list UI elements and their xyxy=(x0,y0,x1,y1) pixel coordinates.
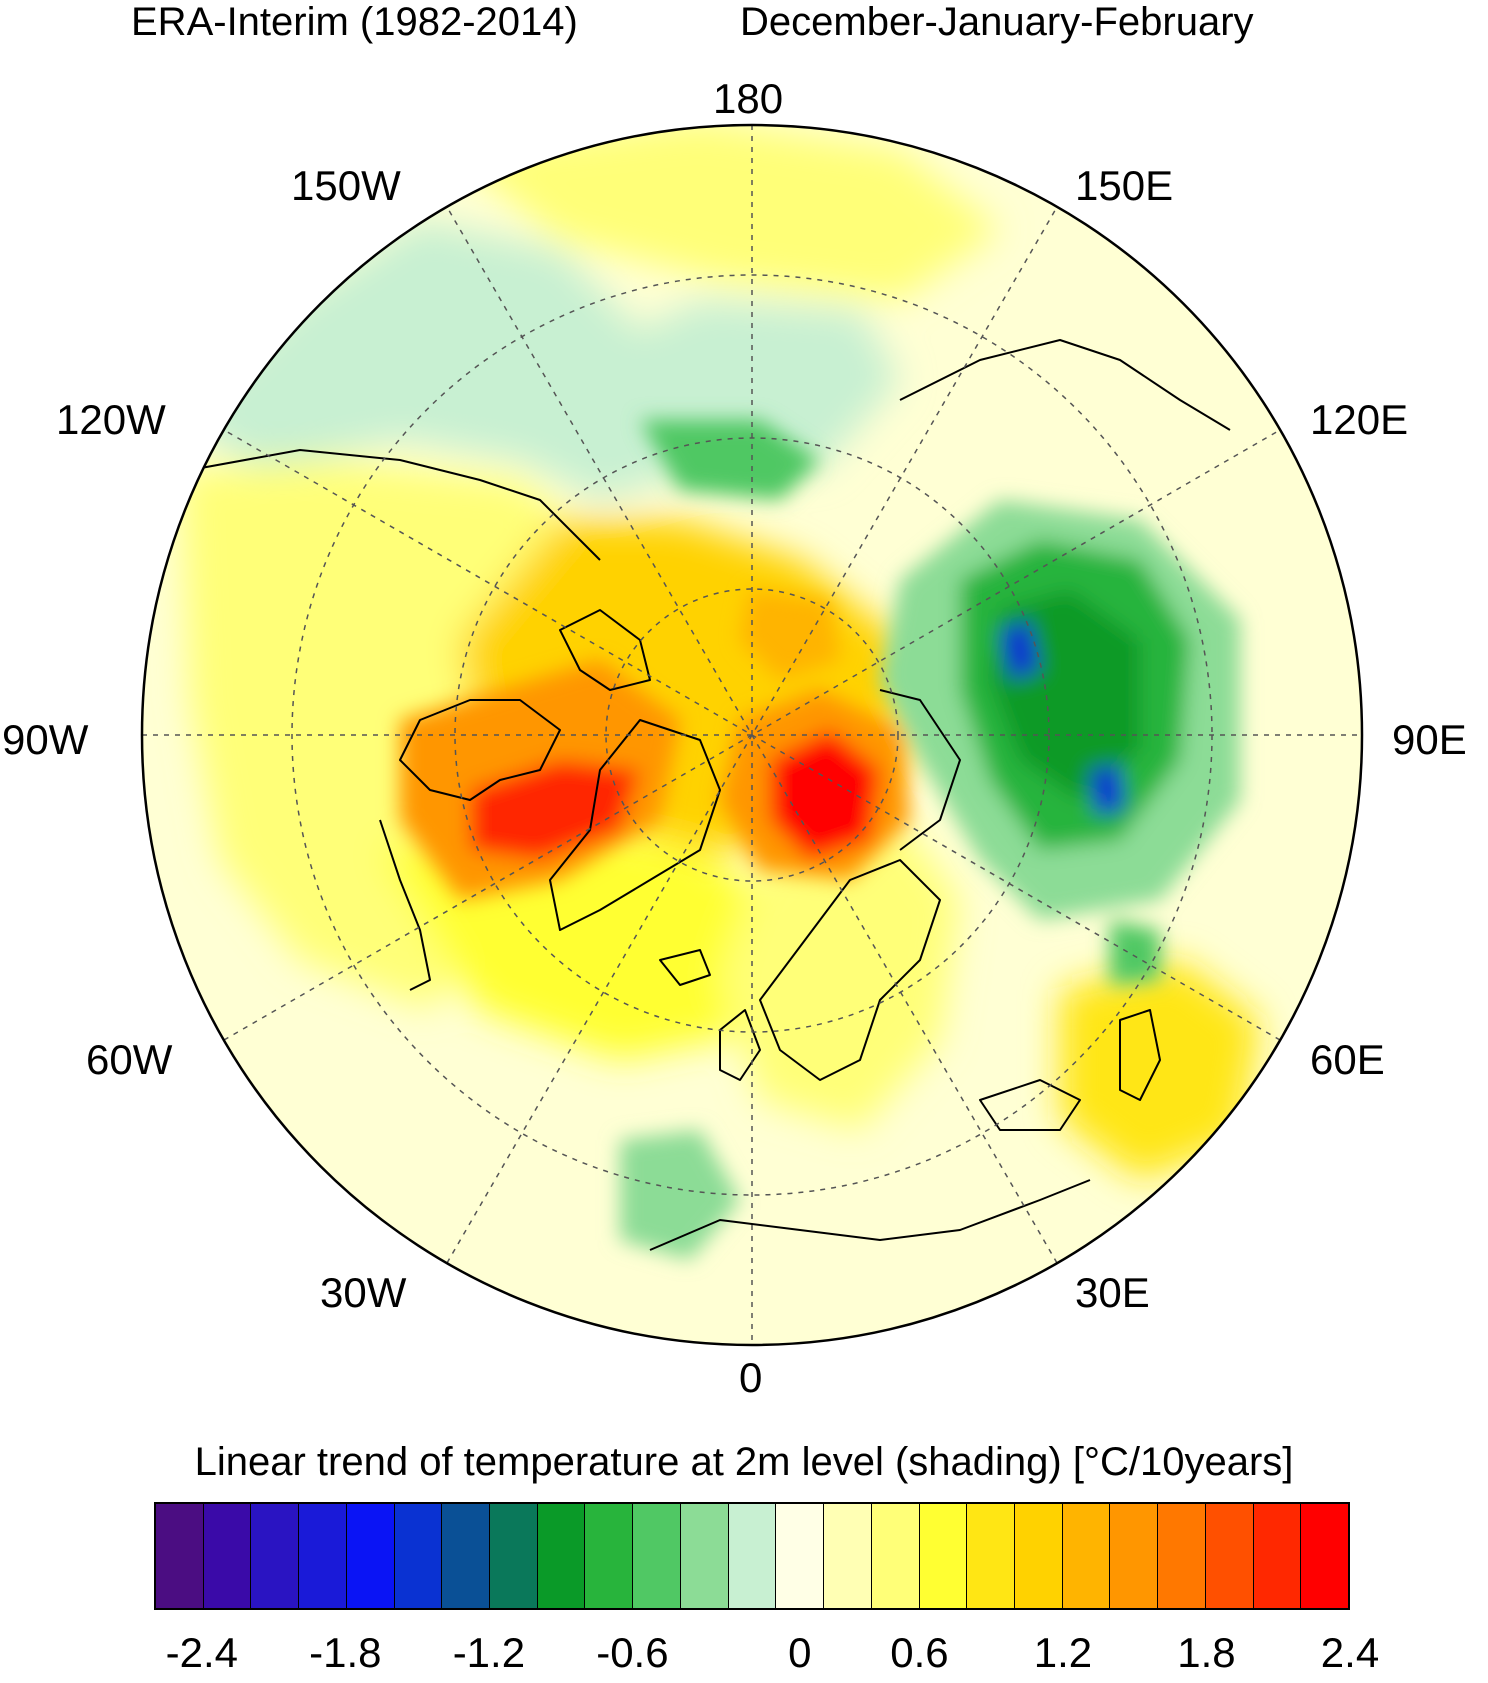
colorbar-box-13 xyxy=(776,1504,825,1608)
colorbar-box-17 xyxy=(967,1504,1015,1608)
britain-coastline xyxy=(719,1009,761,1081)
colorbar-box-6 xyxy=(442,1504,491,1608)
lon-label-60e: 60E xyxy=(1310,1036,1385,1083)
europe-yellow-shading xyxy=(720,820,960,1130)
lon-label-0: 0 xyxy=(739,1354,763,1401)
colorbar-tick-label: -1.8 xyxy=(309,1629,382,1676)
colorbar-box-1 xyxy=(203,1504,252,1608)
lon-label-150w: 150W xyxy=(291,162,401,209)
lon-label-150e: 150E xyxy=(1075,162,1174,209)
coastlines xyxy=(189,339,1231,1251)
kazakh-green-spot xyxy=(1110,920,1160,985)
lon-label-90w: 90W xyxy=(2,716,89,763)
colorbar-tick-label: 0.6 xyxy=(890,1629,949,1676)
siberia-blue-spot-b xyxy=(1090,765,1125,815)
colorbar-box-2 xyxy=(251,1504,300,1608)
lon-label-90e: 90E xyxy=(1392,716,1467,763)
season-title: December-January-February xyxy=(740,0,1254,44)
colorbar-tick-label: 0 xyxy=(788,1629,812,1676)
colorbar-box-11 xyxy=(680,1504,729,1608)
mediterranean-green-shading xyxy=(620,1130,740,1260)
iceland-coastline xyxy=(659,949,711,986)
east-siberian-green-shading xyxy=(640,420,820,500)
caspian-yellow-shading xyxy=(1060,960,1260,1180)
colorbar-box-8 xyxy=(537,1504,586,1608)
colorbar-box-7 xyxy=(490,1504,538,1608)
polar-map xyxy=(140,123,1364,1347)
colorbar-tick-label: -0.6 xyxy=(596,1629,669,1676)
dataset-title: ERA-Interim (1982-2014) xyxy=(131,0,578,44)
north-africa-coastline xyxy=(649,1179,1091,1251)
europe-coastline xyxy=(759,859,941,1081)
colorbar-box-19 xyxy=(1062,1504,1111,1608)
colorbar-tick-label: -2.4 xyxy=(165,1629,239,1676)
colorbar-box-21 xyxy=(1158,1504,1206,1608)
colorbar-box-5 xyxy=(394,1504,443,1608)
colorbar-title: Linear trend of temperature at 2m level … xyxy=(194,1440,1294,1484)
colorbar-box-23 xyxy=(1253,1504,1302,1608)
colorbar-box-0 xyxy=(156,1504,204,1608)
colorbar xyxy=(154,1502,1350,1610)
colorbar-box-20 xyxy=(1110,1504,1159,1608)
greenland-coastline xyxy=(549,719,721,931)
title-row: ERA-Interim (1982-2014) December-January… xyxy=(0,0,1488,50)
colorbar-tick-label: -1.2 xyxy=(452,1629,526,1676)
map-border xyxy=(140,123,1364,1347)
lon-label-120e: 120E xyxy=(1310,396,1409,443)
colorbar-box-4 xyxy=(346,1504,395,1608)
siberia-blue-spot-a xyxy=(1000,620,1040,680)
pacific-yellow-shading xyxy=(450,125,1000,300)
canadian-archipelago-coastline xyxy=(399,609,651,801)
colorbar-box-15 xyxy=(871,1504,920,1608)
strong-anomaly-shading xyxy=(400,420,1240,1260)
colorbar-box-3 xyxy=(299,1504,347,1608)
eurasia-arctic-coastline xyxy=(879,339,1231,851)
north-america-coastline xyxy=(189,449,601,991)
lon-label-120w: 120W xyxy=(56,396,166,443)
lon-label-30e: 30E xyxy=(1075,1269,1150,1316)
colorbar-box-18 xyxy=(1014,1504,1063,1608)
lon-label-30w: 30W xyxy=(320,1269,407,1316)
lon-label-180: 180 xyxy=(713,75,784,122)
lon-label-60w: 60W xyxy=(86,1036,173,1083)
laptev-orange-shading xyxy=(740,590,840,680)
barents-kara-red-shading xyxy=(770,730,880,860)
colorbar-box-16 xyxy=(919,1504,968,1608)
colorbar-tick-label: 1.2 xyxy=(1033,1629,1093,1676)
colorbar-box-10 xyxy=(633,1504,681,1608)
graticule xyxy=(142,125,1362,1345)
colorbar-tick-label: 2.4 xyxy=(1320,1629,1380,1676)
meridian-60w-120e xyxy=(223,429,1281,1041)
colorbar-box-14 xyxy=(824,1504,872,1608)
colorbar-box-12 xyxy=(728,1504,777,1608)
caspian-coastline xyxy=(1119,1009,1161,1101)
colorbar-box-24 xyxy=(1301,1504,1348,1608)
colorbar-tick-label: 1.8 xyxy=(1177,1629,1236,1676)
colorbar-box-22 xyxy=(1205,1504,1254,1608)
latitude-circle-80 xyxy=(605,588,899,882)
colorbar-box-9 xyxy=(585,1504,634,1608)
